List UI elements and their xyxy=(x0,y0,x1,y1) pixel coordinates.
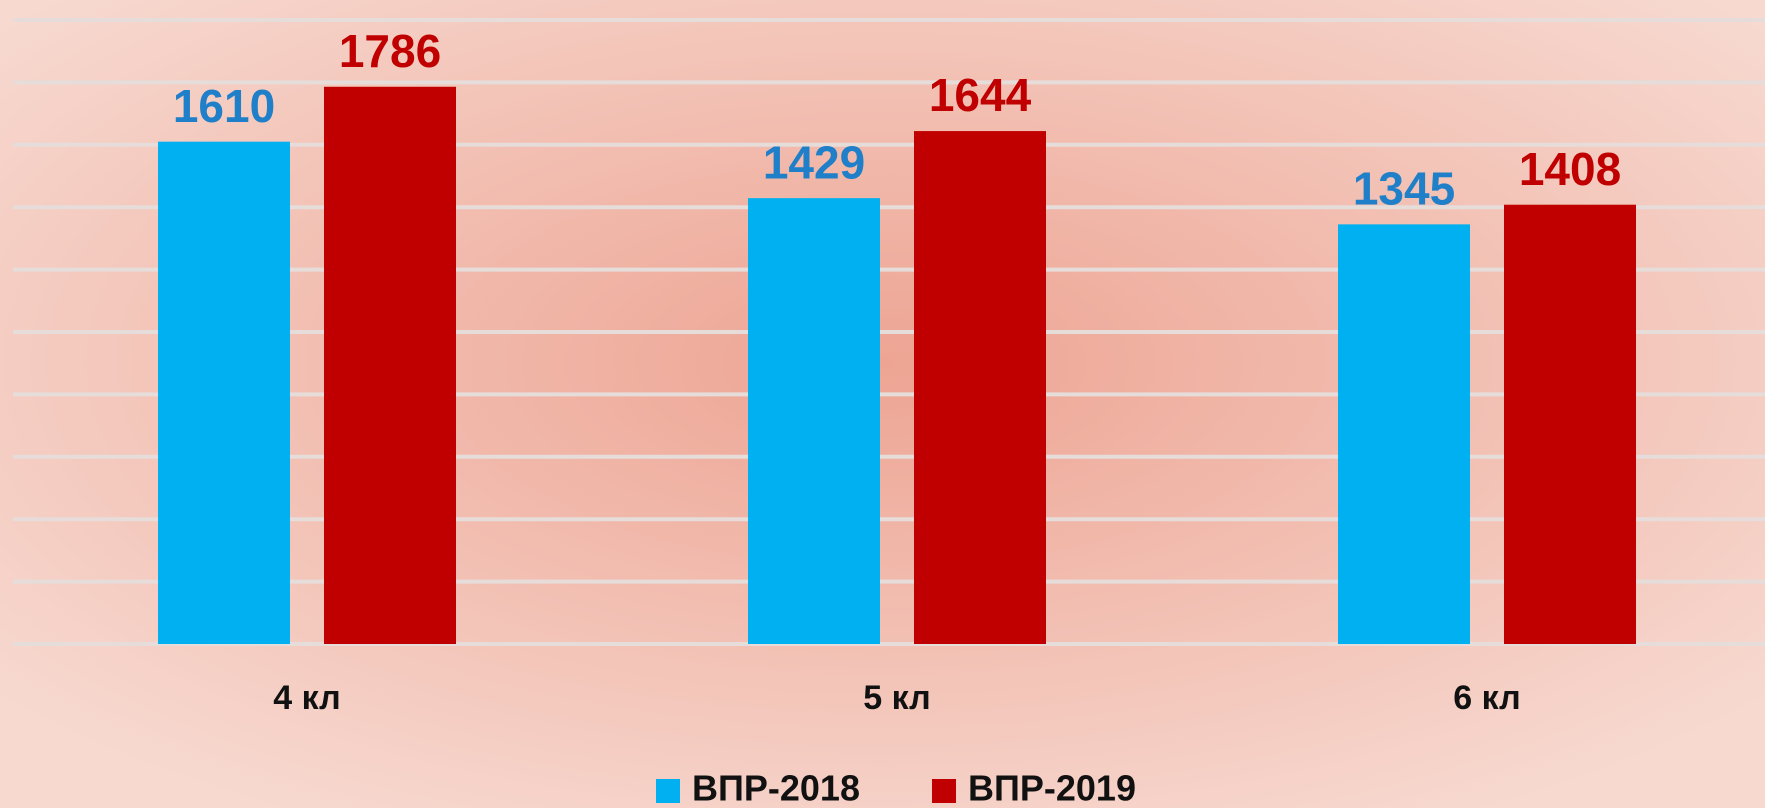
x-tick-label: 5 кл xyxy=(863,679,930,717)
legend-swatch xyxy=(932,779,956,803)
value-label: 1429 xyxy=(763,136,865,188)
legend-label: ВПР-2019 xyxy=(968,768,1136,808)
value-label: 1345 xyxy=(1353,163,1455,215)
value-label: 1644 xyxy=(929,69,1032,121)
value-label: 1408 xyxy=(1519,143,1621,195)
x-tick-label: 6 кл xyxy=(1453,679,1520,717)
bar xyxy=(748,198,880,645)
value-label: 1786 xyxy=(339,25,441,77)
bar xyxy=(1504,204,1636,645)
x-tick-label: 4 кл xyxy=(273,679,340,717)
legend-swatch xyxy=(656,779,680,803)
bar xyxy=(914,131,1046,644)
value-label: 1610 xyxy=(173,80,275,132)
bar xyxy=(1338,224,1470,645)
bar xyxy=(158,141,290,644)
legend-label: ВПР-2018 xyxy=(692,768,860,808)
bar xyxy=(324,86,456,644)
